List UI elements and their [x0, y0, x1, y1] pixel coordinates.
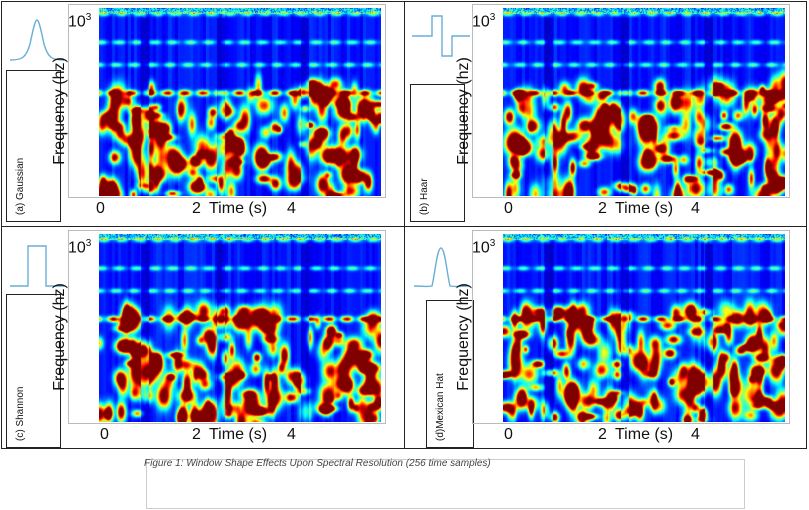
spectrogram-mexican-hat [503, 234, 785, 422]
panel-label-box: (c) Shannon [6, 294, 61, 448]
y-axis-label: Frequency (hz) [51, 283, 68, 391]
panel-label: (b) Haar [419, 178, 430, 215]
plot-frame [472, 230, 790, 424]
mexican-hat-window-icon [413, 247, 469, 288]
x-tick-0: 0 [96, 200, 105, 217]
y-tick-1000: 103 [68, 12, 92, 31]
plot-frame [68, 230, 386, 424]
grid-divider-vertical [404, 1, 405, 449]
x-axis-label: Time (s) [209, 426, 268, 443]
shannon-window-icon [10, 245, 64, 287]
panel-haar: (b) Haar 103 Frequency (hz) 0 2 Time (s)… [406, 2, 806, 224]
x-tick-4: 4 [287, 200, 296, 217]
x-tick-2: 2 [598, 426, 607, 443]
figure-caption: Figure 1: Window Shape Effects Upon Spec… [144, 458, 491, 469]
x-tick-0: 0 [100, 426, 109, 443]
panel-mexican-hat: (d)Mexican Hat 103 Frequency (hz) 0 2 Ti… [406, 228, 806, 450]
x-tick-2: 2 [598, 200, 607, 217]
x-tick-0: 0 [504, 200, 513, 217]
y-tick-1000: 103 [472, 12, 496, 31]
haar-window-icon [412, 15, 470, 57]
y-tick-1000: 103 [68, 238, 92, 257]
y-tick-1000: 103 [472, 238, 496, 257]
grid-divider-horizontal [1, 226, 807, 227]
x-tick-2: 2 [192, 200, 201, 217]
panel-shannon: (c) Shannon 103 Frequency (hz) 0 2 Time … [2, 228, 402, 450]
panel-label-box: (d)Mexican Hat [426, 300, 474, 448]
y-axis-label: Frequency (hz) [455, 283, 472, 391]
x-tick-4: 4 [287, 426, 296, 443]
spectrogram-gaussian [99, 8, 381, 196]
plot-frame [68, 4, 386, 198]
panel-gaussian: (a) Gaussian 103 Frequency (hz) 0 2 Time… [2, 2, 402, 224]
caption-box [146, 459, 745, 509]
x-tick-4: 4 [691, 426, 700, 443]
y-axis-label: Frequency (hz) [51, 57, 68, 165]
x-tick-0: 0 [504, 426, 513, 443]
panel-label: (d)Mexican Hat [435, 373, 446, 441]
panel-label: (a) Gaussian [15, 157, 26, 215]
panel-label: (c) Shannon [15, 386, 26, 441]
panel-label-box: (b) Haar [410, 84, 465, 222]
plot-frame [472, 4, 790, 198]
x-axis-label: Time (s) [209, 200, 268, 217]
spectrogram-haar [503, 8, 785, 196]
y-axis-label: Frequency (hz) [455, 57, 472, 165]
panel-label-box: (a) Gaussian [6, 70, 61, 222]
x-tick-2: 2 [192, 426, 201, 443]
x-axis-label: Time (s) [615, 200, 674, 217]
spectrogram-shannon [99, 234, 381, 422]
x-tick-4: 4 [691, 200, 700, 217]
x-axis-label: Time (s) [615, 426, 674, 443]
gaussian-window-icon [9, 19, 65, 61]
